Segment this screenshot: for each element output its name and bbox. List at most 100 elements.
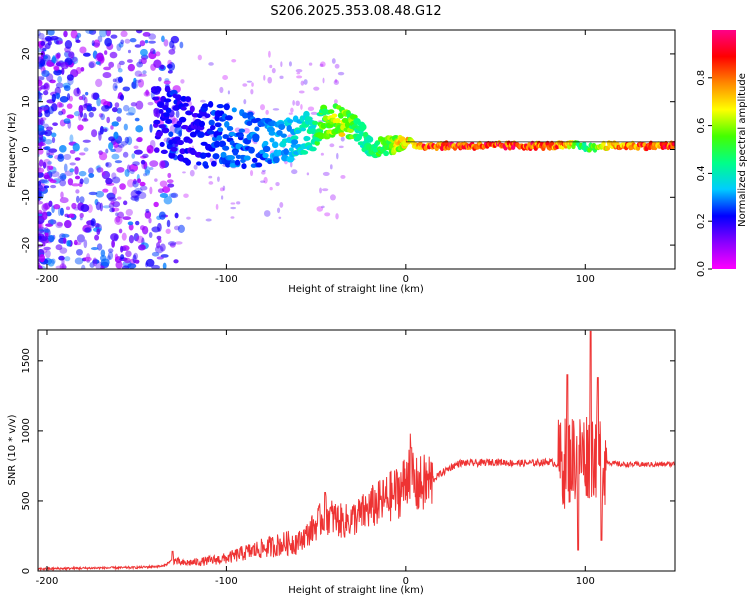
heatmap-noise-blob (91, 129, 98, 138)
snr-xtick-label: -100 (215, 576, 238, 587)
heatmap-noise-blob (335, 213, 339, 220)
heatmap-ridge-cell (234, 159, 241, 166)
heatmap-ridge-cell (288, 156, 295, 162)
heatmap-noise-blob (124, 38, 131, 44)
heatmap-noise-blob (220, 195, 224, 200)
heatmap-noise-blob (67, 178, 74, 186)
heatmap-noise-blob (94, 234, 100, 241)
heatmap-noise-blob (337, 71, 345, 76)
heatmap-noise-blob (134, 187, 143, 194)
colorbar: 0.0 0.2 0.4 0.6 0.8 Normalized spectral ampl… (696, 30, 748, 277)
heatmap-noise-blob (61, 233, 70, 238)
heatmap-noise-blob (70, 30, 78, 39)
heatmap-noise-blob (115, 76, 122, 84)
heatmap-noise-blob (116, 107, 122, 114)
heatmap-ridge-cell (180, 106, 187, 111)
heatmap-noise-blob (96, 97, 101, 107)
heatmap-noise-blob (57, 76, 63, 83)
heatmap-noise-blob (319, 63, 324, 67)
heatmap-noise-blob (78, 112, 82, 121)
heatmap-noise-blob (145, 89, 149, 96)
heatmap-noise-blob (48, 154, 54, 159)
heatmap-noise-blob (331, 58, 336, 64)
heatmap-noise-blob (55, 53, 61, 59)
heatmap-noise-blob (94, 222, 100, 229)
heatmap-ridge-cell (206, 130, 215, 135)
heatmap-noise-blob (334, 63, 340, 69)
heatmap-noise-blob (66, 103, 73, 109)
heatmap-noise-blob (251, 82, 254, 87)
heatmap-noise-blob (100, 249, 106, 257)
heatmap-ridge-cell (170, 146, 178, 152)
heatmap-noise-blob (43, 90, 49, 96)
heatmap-noise-blob (313, 86, 320, 91)
heatmap-noise-blob (114, 85, 118, 89)
heatmap-noise-blob (135, 100, 144, 110)
heatmap-ridge-cell (201, 103, 209, 109)
heatmap-noise-blob (149, 186, 153, 195)
heatmap-ridge-cell (189, 149, 197, 155)
heatmap-ridge-cell (178, 116, 187, 123)
heatmap-noise-blob (122, 151, 129, 158)
heatmap-noise-blob (168, 193, 177, 198)
heatmap-noise-blob (163, 80, 171, 85)
heatmap-noise-blob (51, 136, 56, 144)
heatmap-ridge-cell (309, 128, 317, 135)
heatmap-noise-blob (69, 168, 75, 173)
heatmap-noise-blob (208, 175, 213, 179)
heatmap-noise-blob (124, 169, 130, 177)
heatmap-noise-blob (167, 241, 177, 246)
heatmap-noise-blob (63, 30, 68, 38)
heatmap-noise-blob (177, 130, 182, 137)
heatmap-noise-blob (136, 235, 144, 244)
heatmap-noise-blob (217, 176, 220, 182)
heatmap-noise-blob (189, 169, 195, 177)
heatmap-noise-blob (71, 202, 77, 210)
heatmap-noise-blob (39, 44, 47, 51)
heatmap-noise-blob (43, 174, 51, 180)
heatmap-noise-blob (53, 66, 60, 71)
snr-ytick-label: 1500 (21, 348, 32, 373)
heatmap-noise-blob (136, 61, 144, 68)
heatmap-noise-blob (329, 143, 335, 148)
heatmap-noise-blob (151, 251, 160, 257)
heatmap-noise-blob (84, 227, 91, 233)
heatmap-noise-blob (102, 71, 112, 79)
heatmap-noise-blob (76, 234, 85, 243)
heatmap-noise-blob (290, 161, 293, 168)
heatmap-ridge-cell (153, 119, 161, 125)
heatmap-noise-blob (329, 194, 336, 201)
colorbar-tick-label: 0.6 (696, 118, 707, 134)
heatmap-ridge-cell (168, 131, 174, 137)
heatmap-ridge-cell (246, 121, 253, 126)
heatmap-ridge-cell (216, 135, 223, 141)
heatmap-noise-blob (320, 152, 324, 156)
heatmap-noise-blob (114, 160, 123, 164)
heatmap-noise-blob (125, 208, 133, 216)
heatmap-noise-blob (271, 67, 276, 74)
heatmap-noise-blob (141, 226, 149, 235)
heatmap-noise-blob (58, 255, 65, 261)
heatmap-noise-blob (43, 83, 49, 89)
heatmap-noise-blob (38, 167, 45, 174)
heatmap-noise-blob (38, 79, 42, 85)
chart-title: S206.2025.353.08.48.G12 (270, 4, 441, 19)
heatmap-noise-blob (329, 164, 333, 170)
heatmap-noise-blob (66, 240, 71, 247)
heatmap-noise-blob (39, 248, 48, 254)
heatmap-ridge-cell (170, 89, 178, 95)
heatmap-noise-blob (193, 164, 198, 170)
heatmap-ridge-cell (224, 161, 231, 168)
heatmap-noise-blob (71, 183, 80, 187)
heatmap-noise-blob (112, 186, 117, 196)
heatmap-noise-blob (66, 114, 75, 119)
heatmap-ridge-cell (184, 159, 192, 166)
heatmap-noise-blob (110, 148, 117, 153)
heatmap-noise-blob (102, 205, 111, 209)
heatmap-noise-blob (91, 40, 95, 47)
heatmap-noise-blob (103, 66, 111, 71)
heatmap-noise-blob (65, 206, 71, 211)
heatmap-ridge-cell (163, 112, 170, 117)
heatmap-noise-blob (249, 169, 254, 177)
heatmap-noise-blob (77, 124, 84, 131)
